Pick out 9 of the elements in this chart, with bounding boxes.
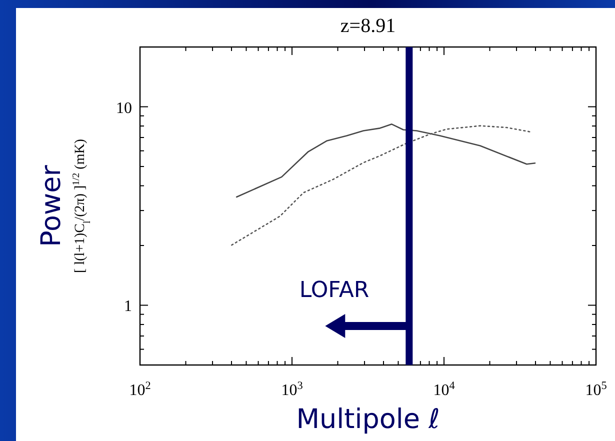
x-axis-title: Multipole ℓ (296, 404, 440, 435)
x-tick-label: 10$^{2}$ (129, 380, 151, 399)
y-tick-label: 10 (116, 100, 132, 117)
annotation: LOFAR (299, 278, 370, 303)
chart-title: z=8.91 (340, 15, 396, 37)
x-tick-label: 10$^{4}$ (433, 380, 456, 399)
x-tick-label: 10$^{5}$ (585, 380, 608, 399)
y-tick-label: 1 (124, 298, 132, 316)
x-tick-label: 10$^{3}$ (281, 380, 304, 399)
